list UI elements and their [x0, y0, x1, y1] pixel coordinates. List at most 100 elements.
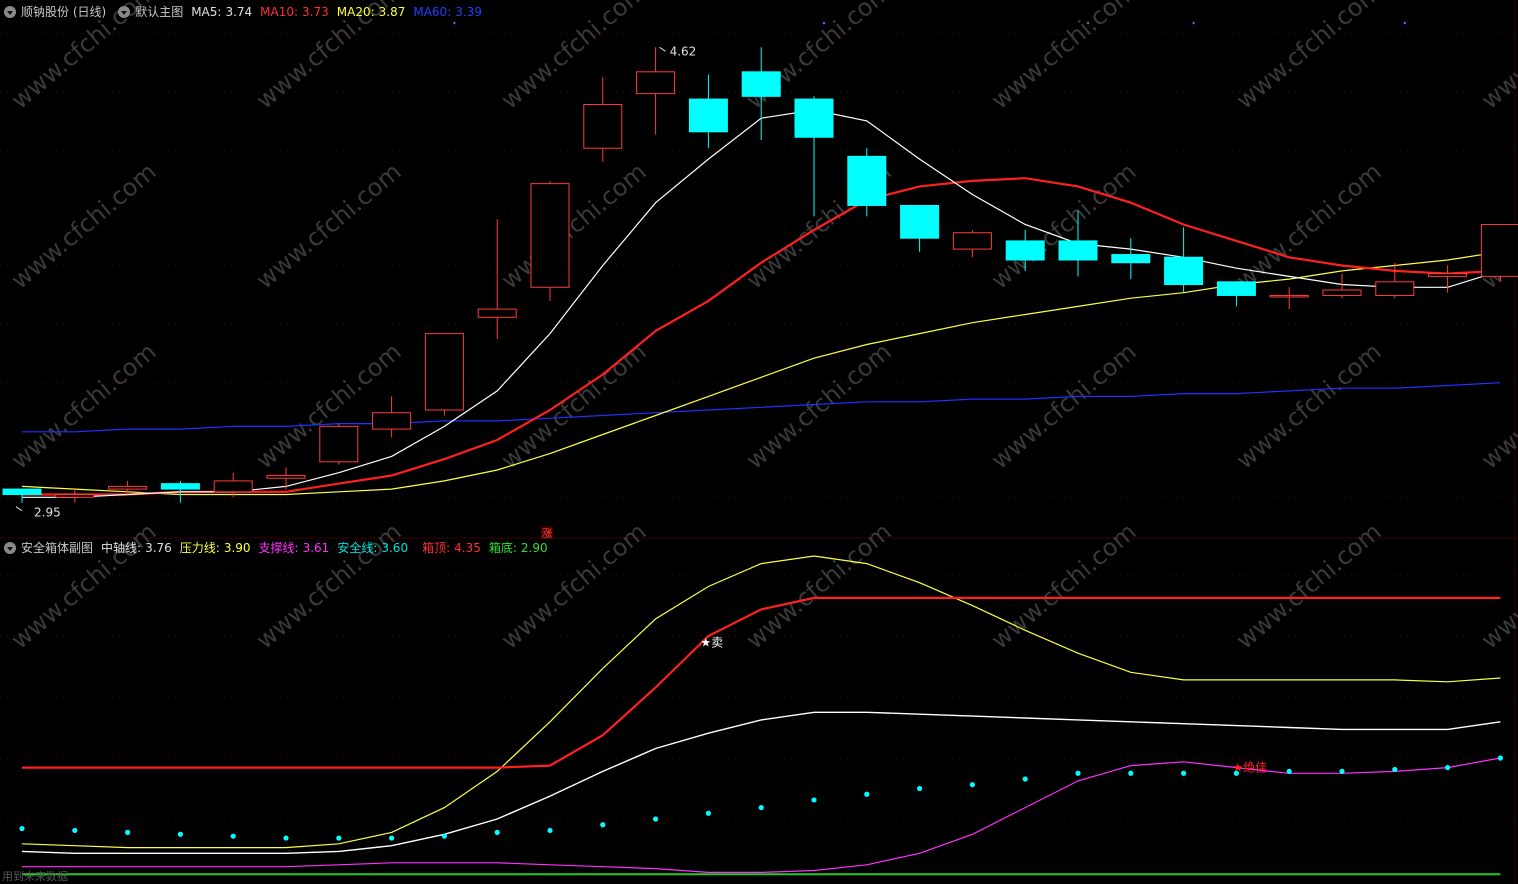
main-panel-template-icon[interactable] [118, 6, 131, 18]
ma60-line [22, 382, 1501, 433]
signal-dot [822, 21, 826, 25]
watermark-text: www.cfchi.com [1476, 337, 1518, 474]
candle-body-up [108, 485, 148, 490]
candle-body-down [847, 155, 887, 206]
candle-body-up [266, 474, 306, 479]
sub-panel-name[interactable]: 安全箱体副图 [21, 541, 94, 555]
watermark-text: www.cfchi.com [741, 337, 897, 474]
safe-line-dot [230, 833, 236, 839]
candlestick[interactable] [636, 47, 676, 135]
candle-body-up [55, 494, 95, 498]
safe-line-dot [917, 785, 923, 792]
candle-body-up [636, 71, 676, 95]
ma60-value: 3.39 [455, 5, 482, 19]
safe-line-dot [1392, 766, 1398, 773]
axis-label: 中轴线: [101, 541, 142, 555]
box-bottom-value: 2.90 [520, 541, 548, 555]
candlestick[interactable] [1111, 238, 1151, 280]
candlestick[interactable] [1428, 265, 1468, 293]
candlestick[interactable] [530, 180, 570, 301]
safe-line-dot [547, 827, 553, 834]
ma10-value: 3.73 [302, 5, 329, 19]
watermark-text: www.cfchi.com [1231, 157, 1387, 294]
safe-line-dot [1233, 770, 1239, 776]
watermark-text: www.cfchi.com [741, 0, 897, 115]
candlestick[interactable] [266, 467, 306, 490]
safe-line-dot [1022, 776, 1028, 782]
candlestick[interactable] [55, 489, 95, 503]
candlestick[interactable] [1005, 230, 1045, 271]
support-label: 支撑线: [258, 541, 299, 555]
signal-dot [453, 21, 456, 25]
candlestick[interactable] [372, 396, 412, 438]
ma20-value: 3.87 [378, 5, 406, 19]
candlestick[interactable] [1480, 224, 1518, 282]
candlestick[interactable] [741, 47, 781, 140]
candlestick[interactable] [1164, 227, 1204, 293]
safe-line-dot [653, 816, 659, 822]
safe-line-dot [758, 804, 764, 811]
candle-body-up [952, 232, 992, 250]
box-bottom-label: 箱底: [488, 541, 517, 555]
watermark-text: www.cfchi.com [496, 337, 652, 474]
candlestick[interactable] [1216, 281, 1256, 307]
ma5-label: MA5: [191, 5, 222, 19]
candlestick[interactable] [847, 148, 887, 217]
candle-body-up [319, 425, 359, 463]
candle-body-up [530, 183, 570, 288]
signal-dot [1192, 21, 1195, 25]
main-chart-panel[interactable]: 4.62 2.95 涨 [2, 21, 1518, 540]
watermark-text: www.cfchi.com [496, 0, 652, 115]
watermark-text: www.cfchi.com [6, 157, 162, 294]
axis-value: 3.76 [145, 541, 172, 555]
candlestick[interactable] [1375, 262, 1415, 299]
low-pointer [15, 506, 23, 512]
main-panel-menu-icon[interactable] [4, 6, 16, 18]
safe-line-dot [72, 827, 78, 834]
candle-body-up [1375, 281, 1415, 296]
safe-line-dot [1339, 768, 1345, 774]
box-top-value: 4.35 [454, 541, 481, 555]
safe-line-dot [1075, 770, 1081, 776]
candle-body-down [1216, 281, 1256, 296]
low-price-label: 2.95 [34, 506, 61, 520]
sub-panel-menu-icon[interactable] [4, 542, 16, 554]
safe-line-dot [494, 829, 500, 835]
candlestick[interactable] [900, 204, 940, 252]
sell-signal-label: ★卖 [700, 635, 723, 649]
candle-body-up [1428, 273, 1468, 277]
watermark-text: www.cfchi.com [986, 0, 1142, 115]
candlestick[interactable] [160, 480, 200, 503]
candlestick[interactable] [952, 230, 992, 258]
candlestick[interactable] [213, 472, 253, 498]
candle-body-up [213, 480, 253, 493]
candlestick[interactable] [1058, 210, 1098, 277]
watermark-text: www.cfchi.com [1231, 0, 1387, 115]
safe-line-dot [1445, 764, 1451, 771]
candlestick[interactable] [477, 219, 517, 340]
candlestick[interactable] [794, 96, 834, 217]
candlestick[interactable] [583, 77, 623, 162]
support-line [22, 757, 1501, 874]
sub-chart-panel[interactable]: ★卖 ★绝佳 [19, 555, 1503, 876]
candle-body-down [688, 98, 728, 133]
safe-label: 安全线: [337, 541, 378, 555]
watermark-text: www.cfchi.com [986, 337, 1142, 474]
candlestick[interactable] [688, 74, 728, 149]
candlestick[interactable] [1269, 287, 1309, 310]
candlestick[interactable] [108, 480, 148, 495]
candlestick[interactable] [319, 423, 359, 465]
safe-line-dot [811, 797, 817, 803]
candlestick[interactable] [2, 488, 42, 503]
safe-line-dot [389, 835, 395, 841]
safe-line-dot [177, 831, 183, 837]
main-panel-name[interactable]: 默认主图 [135, 5, 184, 19]
candle-body-up [1322, 289, 1362, 296]
candlestick[interactable] [1322, 273, 1362, 299]
ma20-label: MA20: [336, 5, 375, 19]
candlestick[interactable] [424, 333, 464, 416]
safe-line-dot [125, 829, 131, 835]
safe-line-dot [969, 782, 976, 788]
limit-up-marker-text: 涨 [542, 527, 553, 540]
